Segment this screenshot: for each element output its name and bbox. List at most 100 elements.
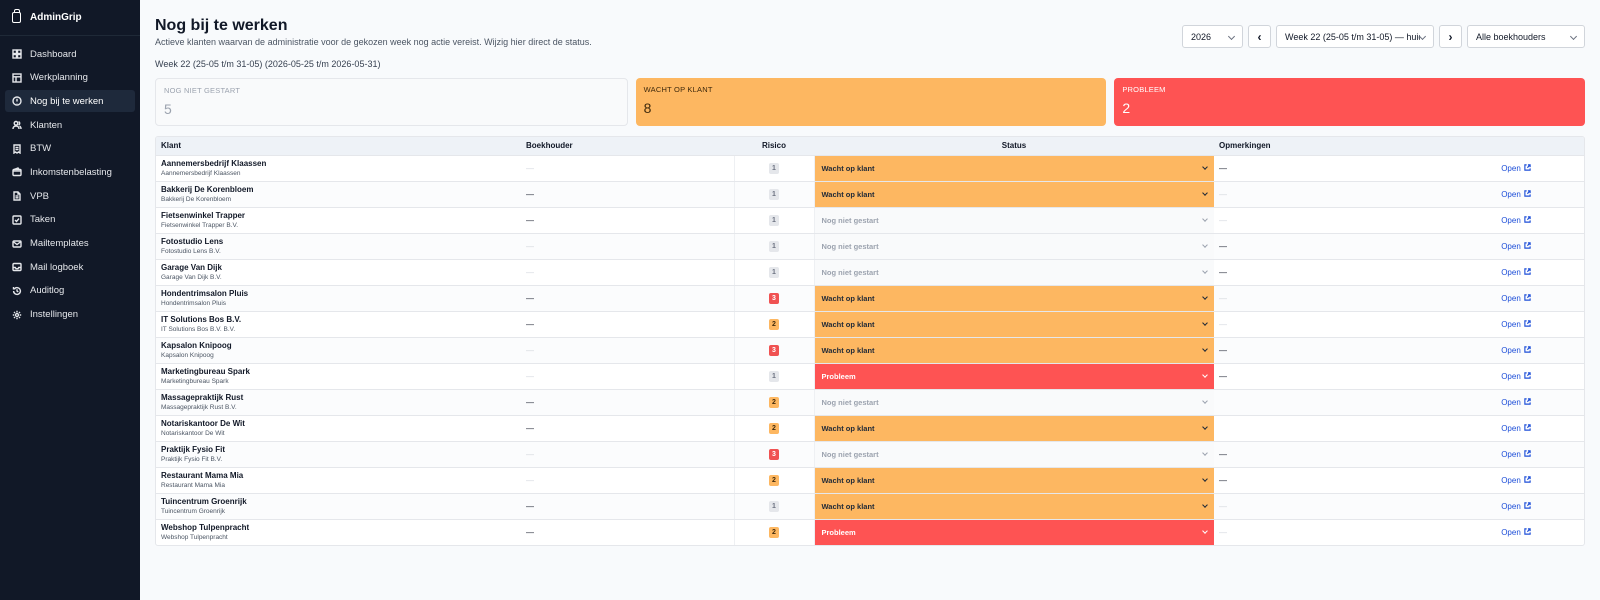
alert-circle-icon <box>12 96 22 107</box>
sidebar-item-klanten[interactable]: Klanten <box>5 114 135 136</box>
status-select-value: Wacht op klant <box>821 423 875 433</box>
sidebar-item-mailtemplates[interactable]: Mailtemplates <box>5 233 135 255</box>
open-client-link[interactable]: Open <box>1501 268 1531 277</box>
year-select[interactable]: 2026 <box>1182 25 1243 48</box>
status-select[interactable]: Wacht op klant <box>814 181 1214 207</box>
remarks-cell[interactable]: — <box>1214 467 1446 494</box>
sidebar-item-instellingen[interactable]: Instellingen <box>5 304 135 326</box>
remarks-cell[interactable]: — <box>1214 363 1446 390</box>
actions-cell: Open <box>1446 233 1584 260</box>
open-client-link[interactable]: Open <box>1501 320 1531 329</box>
sidebar-item-nog-bij-te-werken[interactable]: Nog bij te werken <box>5 90 135 113</box>
client-cell: Fietsenwinkel Trapper Fietsenwinkel Trapp… <box>156 207 521 234</box>
status-select[interactable]: Nog niet gestart <box>814 233 1214 259</box>
risk-badge: 3 <box>769 344 779 356</box>
risk-cell: 1 <box>733 493 815 520</box>
col-header-risico[interactable]: Risico <box>734 137 814 156</box>
remarks-cell[interactable]: — <box>1214 337 1446 364</box>
week-select[interactable]: Week 22 (25-05 t/m 31-05) — huidig <box>1276 25 1434 48</box>
open-client-link[interactable]: Open <box>1501 398 1531 407</box>
prev-week-button[interactable]: ‹ <box>1248 25 1271 48</box>
remarks-cell[interactable] <box>1214 389 1446 416</box>
client-name: Bakkerij De Korenbloem <box>161 185 254 194</box>
status-select[interactable]: Nog niet gestart <box>814 259 1214 285</box>
sidebar-item-taken[interactable]: Taken <box>5 209 135 231</box>
risk-badge: 3 <box>769 448 779 460</box>
sidebar-item-inkomstenbelasting[interactable]: Inkomstenbelasting <box>5 161 135 183</box>
col-header-klant[interactable]: Klant <box>156 137 521 156</box>
client-cell: Praktijk Fysio Fit Praktijk Fysio Fit B.V… <box>156 441 521 468</box>
client-legal-name: Webshop Tulpenpracht <box>161 534 228 542</box>
client-legal-name: Kapsalon Knipoog <box>161 352 214 359</box>
open-client-link[interactable]: Open <box>1501 164 1531 173</box>
remarks-cell[interactable]: — <box>1214 233 1446 260</box>
status-select[interactable]: Probleem <box>814 363 1214 389</box>
open-client-link[interactable]: Open <box>1501 528 1531 537</box>
remarks-cell[interactable]: — <box>1214 311 1446 338</box>
risk-cell: 2 <box>733 467 815 494</box>
actions-cell: Open <box>1446 363 1584 390</box>
risk-badge: 2 <box>769 422 779 434</box>
remarks-cell[interactable]: — <box>1214 181 1446 208</box>
bookkeeper-cell: — <box>521 415 734 442</box>
sidebar-item-dashboard[interactable]: Dashboard <box>5 43 135 65</box>
remarks-cell[interactable]: — <box>1219 527 1227 537</box>
status-select[interactable]: Wacht op klant <box>814 415 1214 441</box>
open-client-link[interactable]: Open <box>1501 294 1531 303</box>
status-select[interactable]: Wacht op klant <box>814 493 1214 519</box>
open-link-label: Open <box>1501 423 1521 433</box>
next-week-button[interactable]: › <box>1439 25 1462 48</box>
sidebar-item-auditlog[interactable]: Auditlog <box>5 280 135 302</box>
remarks-cell[interactable]: — <box>1214 285 1446 312</box>
sidebar-item-werkplanning[interactable]: Werkplanning <box>5 67 135 89</box>
col-header-status[interactable]: Status <box>814 137 1214 156</box>
status-select[interactable]: Wacht op klant <box>814 467 1214 493</box>
col-header-opmerkingen[interactable]: Opmerkingen <box>1214 137 1446 156</box>
open-client-link[interactable]: Open <box>1501 242 1531 251</box>
remarks-cell[interactable]: — <box>1214 155 1446 182</box>
open-client-link[interactable]: Open <box>1501 450 1531 459</box>
table-row: Garage Van Dijk Garage Van Dijk B.V. — 1 Nog… <box>156 259 1584 286</box>
status-select[interactable]: Wacht op klant <box>814 155 1214 181</box>
open-client-link[interactable]: Open <box>1501 216 1531 225</box>
sidebar-item-vpb[interactable]: VPB <box>5 185 135 207</box>
status-select[interactable]: Nog niet gestart <box>814 389 1214 415</box>
external-link-icon <box>1524 371 1531 381</box>
remarks-cell[interactable]: — <box>1214 207 1446 234</box>
inbox-icon <box>12 262 22 272</box>
open-client-link[interactable]: Open <box>1501 190 1531 199</box>
status-select[interactable]: Wacht op klant <box>814 311 1214 337</box>
bookkeeper-select[interactable]: Alle boekhouders <box>1467 25 1585 48</box>
sidebar-item-btw[interactable]: BTW <box>5 138 135 160</box>
remarks-cell[interactable]: — <box>1214 259 1446 286</box>
risk-cell: 1 <box>733 363 815 390</box>
risk-badge: 3 <box>769 292 779 304</box>
table-icon <box>12 72 22 83</box>
open-client-link[interactable]: Open <box>1501 502 1531 511</box>
status-select[interactable]: Probleem <box>814 519 1214 545</box>
external-link-icon <box>1524 397 1531 407</box>
status-cell: Wacht op klant <box>814 467 1214 494</box>
remarks-cell[interactable] <box>1214 415 1446 442</box>
status-select[interactable]: Wacht op klant <box>814 285 1214 311</box>
actions-cell: Open <box>1446 493 1584 520</box>
table-row: Fietsenwinkel Trapper Fietsenwinkel Trapp… <box>156 207 1584 234</box>
status-select[interactable]: Wacht op klant <box>814 337 1214 363</box>
col-header-boekhouder[interactable]: Boekhouder <box>521 137 734 156</box>
open-client-link[interactable]: Open <box>1501 372 1531 381</box>
sidebar-item-mail-logboek[interactable]: Mail logboek <box>5 256 135 278</box>
client-name: Praktijk Fysio Fit <box>161 445 226 454</box>
open-client-link[interactable]: Open <box>1501 424 1531 433</box>
status-select[interactable]: Nog niet gestart <box>814 441 1214 467</box>
remarks-cell[interactable]: — <box>1214 493 1446 520</box>
open-link-label: Open <box>1501 501 1521 511</box>
brand[interactable]: AdminGrip <box>0 0 140 36</box>
remarks-cell[interactable]: — <box>1214 441 1446 468</box>
client-cell: Webshop Tulpenpracht Webshop Tulpenpracht <box>156 519 521 545</box>
actions-cell: Open <box>1446 337 1584 364</box>
open-client-link[interactable]: Open <box>1501 346 1531 355</box>
status-select[interactable]: Nog niet gestart <box>814 207 1214 233</box>
open-client-link[interactable]: Open <box>1501 476 1531 485</box>
actions-cell: Open <box>1446 415 1584 442</box>
status-select-value: Nog niet gestart <box>821 215 879 225</box>
